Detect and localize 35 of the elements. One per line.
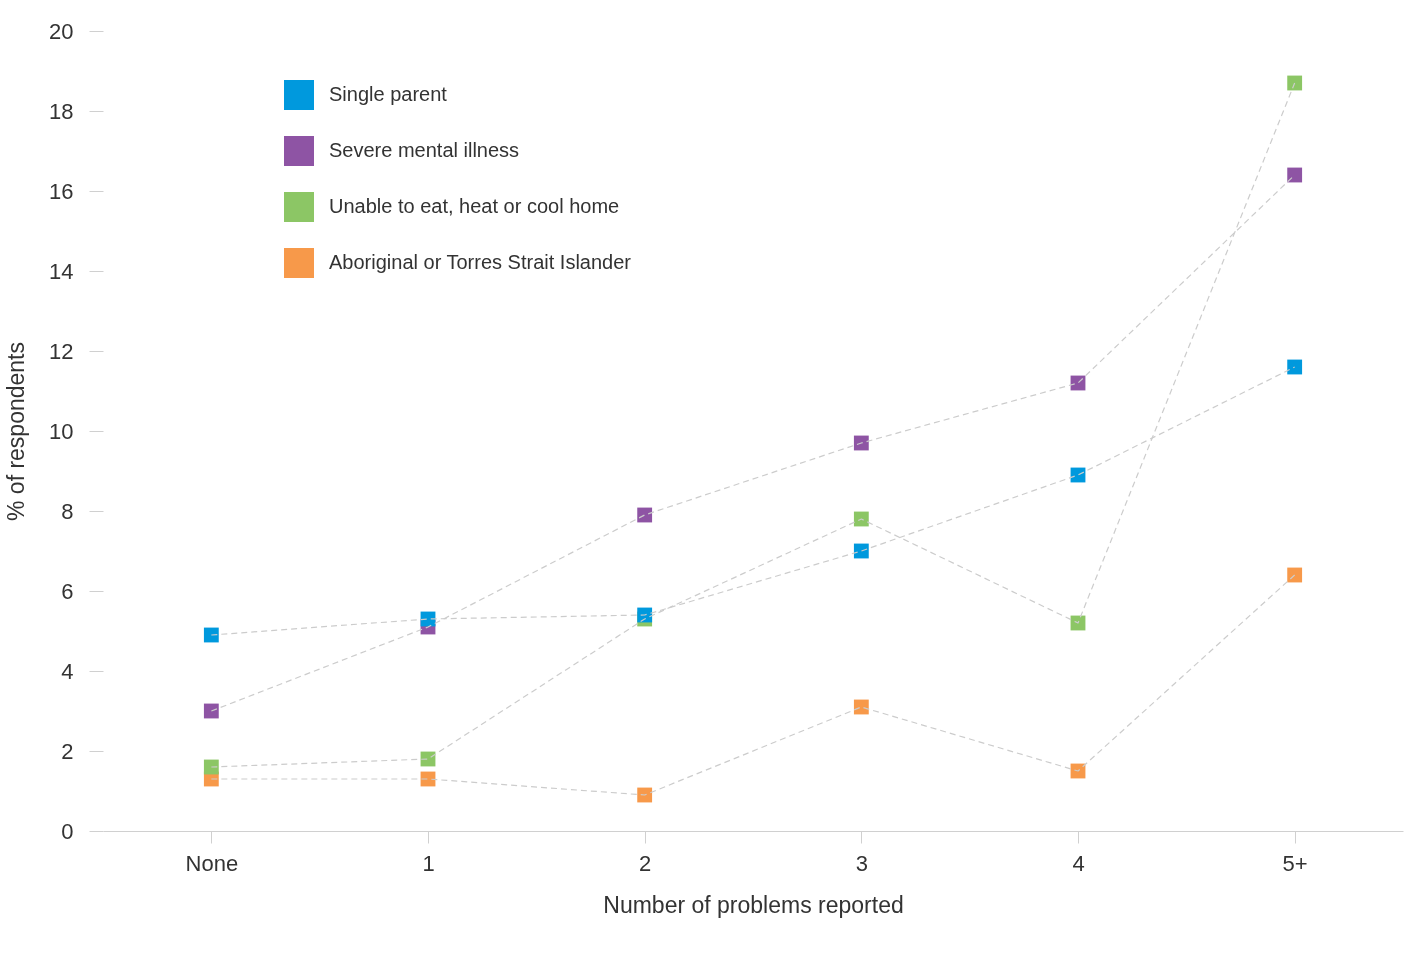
x-axis-title: Number of problems reported [603, 891, 904, 918]
legend-label: Severe mental illness [329, 139, 520, 161]
y-tick-label: 20 [49, 18, 74, 44]
x-tick-label: 3 [855, 850, 868, 876]
y-tick-label: 0 [61, 818, 74, 844]
x-tick-label: 1 [422, 850, 435, 876]
legend-label: Aboriginal or Torres Strait Islander [329, 251, 632, 273]
point [637, 787, 653, 803]
y-tick-label: 16 [49, 178, 74, 204]
legend-label: Unable to eat, heat or cool home [329, 195, 620, 217]
point [1287, 567, 1303, 583]
point [1287, 75, 1303, 91]
point [1287, 167, 1303, 183]
point [1287, 359, 1303, 375]
point [203, 759, 219, 775]
y-tick-label: 12 [49, 338, 74, 364]
x-tick-label: 4 [1072, 850, 1085, 876]
point [203, 627, 219, 643]
y-tick-label: 18 [49, 98, 74, 124]
point [853, 435, 869, 451]
x-tick-label: 5+ [1282, 850, 1308, 876]
point [637, 507, 653, 523]
legend-label: Single parent [329, 83, 448, 105]
y-tick-label: 14 [49, 258, 74, 284]
y-tick-label: 10 [49, 418, 74, 444]
y-tick-label: 6 [61, 578, 74, 604]
point [853, 511, 869, 527]
point [853, 543, 869, 559]
x-tick-label: None [185, 850, 239, 876]
y-axis-title: % of respondents [3, 341, 30, 522]
y-tick-label: 2 [61, 738, 74, 764]
point [203, 703, 219, 719]
y-tick-label: 4 [61, 658, 74, 684]
y-tick-label: 8 [61, 498, 74, 524]
x-tick-label: 2 [639, 850, 652, 876]
